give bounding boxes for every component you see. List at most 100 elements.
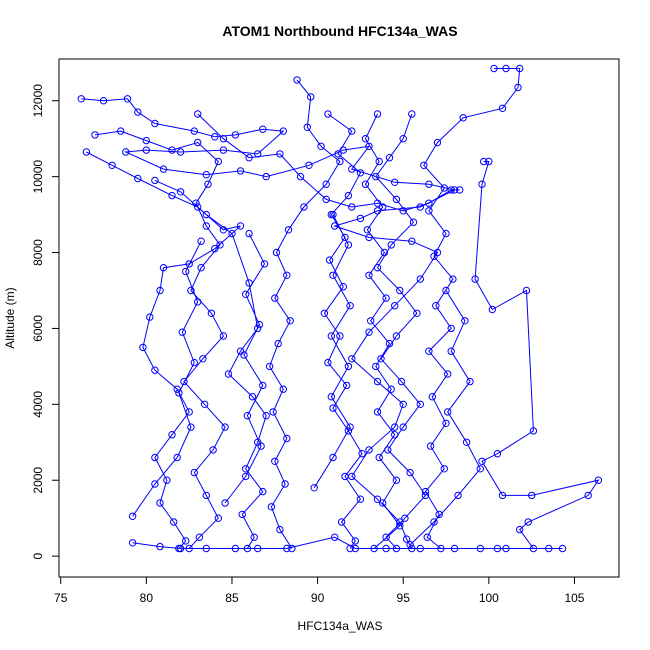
data-point — [456, 186, 464, 194]
data-point — [317, 142, 325, 151]
x-tick-label: 80 — [140, 591, 154, 605]
data-point — [254, 324, 262, 333]
data-point — [337, 518, 346, 526]
data-point — [293, 76, 301, 84]
data-point — [382, 544, 390, 553]
data-point — [356, 169, 365, 177]
data-point — [236, 222, 245, 230]
data-point — [194, 138, 202, 147]
data-point — [346, 423, 354, 431]
data-point — [367, 317, 375, 325]
data-point — [522, 286, 531, 295]
data-point — [478, 180, 486, 188]
data-point — [190, 358, 199, 367]
data-point — [262, 412, 270, 420]
series-line — [409, 290, 481, 546]
data-point — [373, 408, 382, 416]
series-line — [154, 179, 267, 549]
data-point — [185, 260, 193, 268]
data-point — [151, 453, 159, 462]
data-point — [151, 119, 159, 128]
data-point — [406, 468, 414, 477]
data-point — [204, 180, 212, 188]
data-point — [190, 468, 199, 477]
data-point — [279, 385, 287, 393]
data-point — [274, 339, 282, 348]
y-axis: 0 2000 4000 6000 8000 10000 12000 — [31, 84, 60, 559]
data-point — [433, 138, 442, 147]
data-point — [207, 309, 216, 317]
data-point — [401, 514, 409, 522]
data-point — [416, 275, 424, 283]
data-point — [202, 491, 211, 500]
data-point — [331, 533, 339, 541]
data-point — [375, 453, 383, 462]
data-point — [182, 537, 190, 545]
data-point — [356, 495, 365, 503]
series-13 — [128, 237, 205, 520]
data-point — [344, 427, 353, 435]
data-point — [488, 305, 496, 314]
data-point — [425, 207, 433, 215]
data-point — [176, 544, 185, 553]
data-point — [399, 423, 407, 431]
x-tick-label: 105 — [564, 591, 584, 605]
data-point — [117, 127, 125, 135]
data-point — [231, 131, 240, 139]
data-point — [430, 518, 438, 526]
data-point — [254, 544, 262, 553]
y-axis-label: Altitude (m) — [3, 287, 17, 348]
data-point — [202, 544, 211, 553]
data-point — [194, 110, 202, 118]
data-point — [545, 544, 553, 553]
data-point — [529, 427, 538, 435]
data-point — [151, 176, 159, 185]
data-point — [476, 465, 484, 473]
data-point — [348, 355, 356, 363]
data-point — [178, 328, 187, 336]
data-point — [242, 472, 250, 481]
data-point — [379, 203, 387, 211]
data-point — [211, 245, 219, 253]
data-point — [435, 510, 443, 519]
series-6 — [320, 110, 366, 553]
data-point — [336, 332, 344, 340]
x-tick-label: 95 — [397, 591, 411, 605]
y-tick-label: 0 — [31, 552, 45, 559]
data-point — [156, 499, 164, 507]
data-point — [391, 431, 399, 439]
y-tick-label: 6000 — [31, 315, 45, 342]
data-point — [392, 195, 401, 204]
chart-title: ATOM1 Northbound HFC134a_WAS — [222, 23, 457, 39]
data-point — [259, 381, 267, 390]
data-point — [245, 229, 253, 238]
data-point — [493, 544, 502, 553]
data-point — [202, 210, 211, 219]
data-point — [329, 271, 337, 279]
plot-frame — [58, 58, 620, 578]
data-point — [231, 544, 240, 553]
data-point — [168, 191, 176, 200]
data-point — [286, 317, 294, 325]
data-point — [151, 366, 159, 374]
data-point — [325, 256, 334, 264]
data-point — [428, 393, 436, 401]
series-16 — [310, 210, 354, 492]
data-point — [399, 135, 407, 143]
series-line — [197, 113, 460, 212]
data-point — [329, 210, 337, 219]
data-point — [348, 127, 356, 135]
data-point — [134, 174, 142, 183]
data-point — [402, 535, 411, 543]
x-tick-label: 90 — [311, 591, 325, 605]
series-line — [132, 536, 498, 549]
data-point — [426, 442, 435, 450]
y-tick-label: 2000 — [31, 467, 45, 494]
series-line — [375, 113, 427, 549]
data-point — [485, 157, 493, 166]
data-point — [199, 355, 207, 363]
series-11 — [361, 110, 404, 553]
data-point — [307, 93, 315, 101]
data-point — [242, 290, 250, 298]
